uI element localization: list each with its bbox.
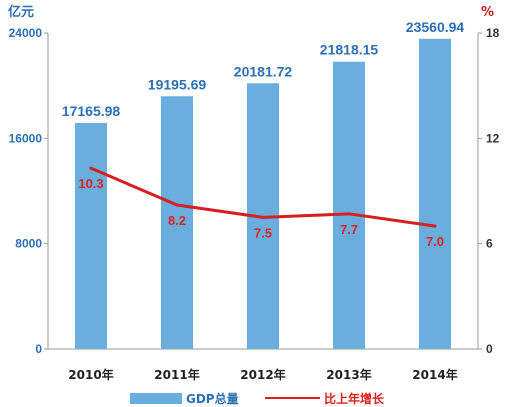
right-tick-label: 0 <box>486 342 493 356</box>
legend-bar-swatch <box>130 393 182 404</box>
left-tick-label: 8000 <box>15 237 42 251</box>
line-point <box>347 212 351 216</box>
growth-line-series: 10.3 8.2 7.5 7.7 7.0 <box>78 166 444 249</box>
line-value-label: 10.3 <box>78 176 103 191</box>
category-labels: 2010年 2011年 2012年 2013年 2014年 <box>68 367 457 382</box>
left-tick-label: 24000 <box>9 26 43 40</box>
line-value-label: 7.5 <box>254 225 272 240</box>
left-axis-unit: 亿元 <box>8 4 34 20</box>
line-value-label: 8.2 <box>168 213 186 228</box>
legend: GDP总量 比上年增长 <box>130 391 385 406</box>
line-point <box>261 215 265 219</box>
left-tick-label: 0 <box>35 342 42 356</box>
category-label: 2013年 <box>326 367 371 382</box>
bar-value-label: 23560.94 <box>406 19 465 35</box>
line-value-label: 7.7 <box>340 222 358 237</box>
line-point <box>89 166 93 170</box>
right-tick-label: 18 <box>486 26 500 40</box>
bar <box>333 61 365 349</box>
bar <box>419 38 451 350</box>
line-point <box>433 224 437 228</box>
line-value-label: 7.0 <box>426 234 444 249</box>
legend-line-label: 比上年增长 <box>324 391 385 406</box>
category-label: 2012年 <box>240 367 285 382</box>
bars: 17165.98 19195.69 20181.72 21818.15 23560.94 <box>62 19 465 350</box>
bar <box>161 96 193 350</box>
category-label: 2011年 <box>154 367 199 382</box>
category-label: 2014年 <box>412 367 457 382</box>
bar-value-label: 21818.15 <box>320 42 379 58</box>
right-axis-unit: % <box>481 5 494 20</box>
right-tick-label: 6 <box>486 237 493 251</box>
bar-value-label: 20181.72 <box>234 63 293 79</box>
bar-value-label: 19195.69 <box>148 76 207 92</box>
line-point <box>175 203 179 207</box>
right-tick-label: 12 <box>486 131 500 145</box>
left-tick-label: 16000 <box>9 131 43 145</box>
category-label: 2010年 <box>68 367 113 382</box>
legend-bar-label: GDP总量 <box>186 391 239 406</box>
axes: 0 8000 16000 24000 0 6 12 18 <box>9 26 500 356</box>
bar <box>75 122 107 349</box>
bar-value-label: 17165.98 <box>62 103 121 119</box>
